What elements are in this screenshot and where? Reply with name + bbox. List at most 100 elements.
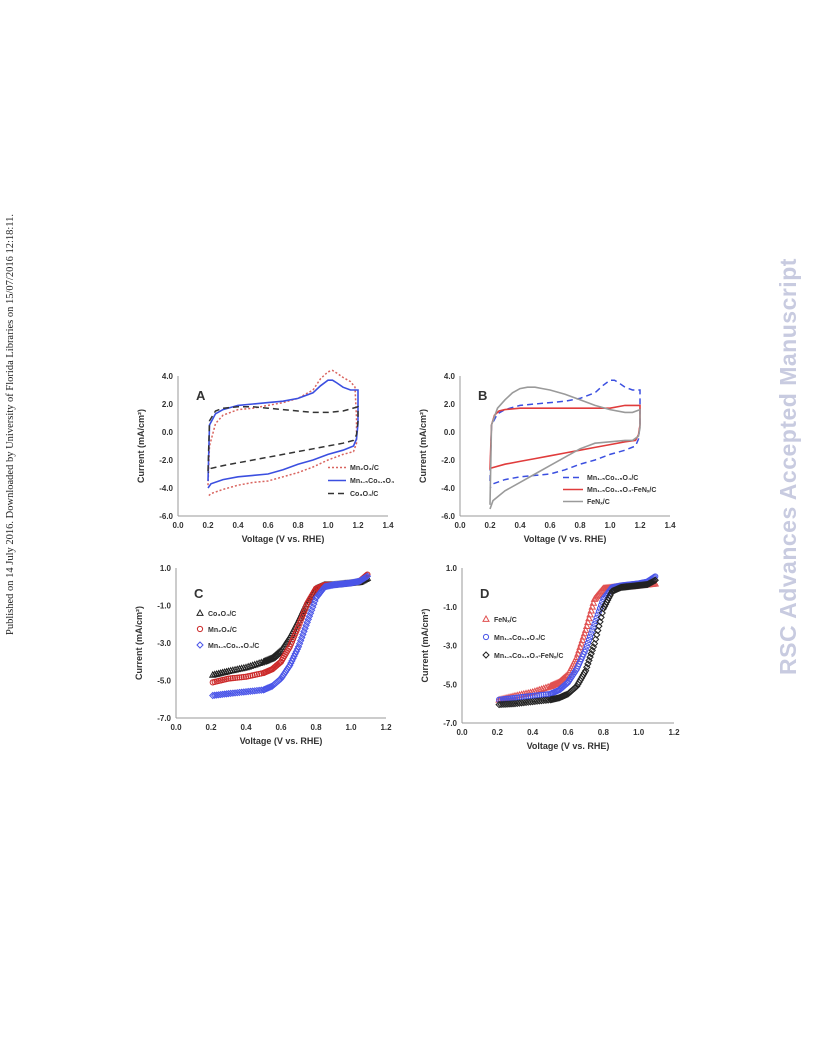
data-point: [301, 606, 309, 613]
data-point: [588, 602, 597, 610]
x-tick-label: 0.6: [562, 728, 574, 737]
series-line: [207, 405, 359, 474]
data-point: [309, 603, 317, 611]
data-point: [298, 633, 306, 642]
x-tick-label: 0.4: [527, 728, 539, 737]
data-point: [299, 611, 306, 618]
data-point: [301, 624, 309, 633]
data-point: [575, 646, 583, 654]
y-tick-label: 0.0: [444, 428, 456, 437]
data-point: [225, 675, 232, 682]
x-tick-label: 0.2: [205, 723, 217, 732]
data-point: [236, 674, 243, 681]
data-point: [587, 606, 596, 614]
x-tick-label: 0.8: [574, 521, 586, 530]
data-point: [253, 659, 261, 667]
legend-label: FeNₓ/C: [494, 617, 517, 624]
publication-note: Published on 14 July 2016. Downloaded by…: [5, 214, 16, 636]
data-point: [596, 618, 604, 626]
data-point: [246, 661, 255, 669]
data-point: [240, 673, 247, 681]
data-point: [229, 675, 236, 682]
data-point: [250, 660, 259, 668]
data-point: [306, 609, 315, 617]
data-point: [580, 668, 589, 677]
data-point: [586, 633, 594, 640]
legend-marker: [482, 614, 490, 622]
y-tick-label: -5.0: [157, 677, 171, 686]
x-tick-label: 1.0: [633, 728, 645, 737]
x-tick-label: 0.8: [598, 728, 610, 737]
data-point: [588, 630, 595, 637]
data-point: [584, 639, 591, 647]
chart-panel-c: 0.0 0.2 0.4 0.6 0.8 1.0 1.2 1.0 -1.0 -3.0 -5.0 -7.0…: [134, 564, 392, 746]
data-point: [576, 642, 584, 650]
data-point: [363, 572, 372, 580]
x-tick-label: 1.2: [380, 723, 392, 732]
series-line: [489, 404, 641, 470]
data-point: [299, 630, 307, 639]
data-point: [286, 661, 294, 670]
data-point: [293, 645, 302, 653]
data-point: [303, 618, 311, 627]
legend-label: FeNₓ/C: [587, 499, 610, 506]
data-point: [298, 614, 305, 621]
data-point: [354, 577, 363, 586]
data-point: [574, 649, 582, 657]
x-tick-label: 0.2: [202, 521, 214, 530]
y-axis-label: Current (mA/cm²): [420, 608, 430, 682]
y-tick-label: -7.0: [157, 714, 171, 723]
y-tick-label: 2.0: [444, 400, 456, 409]
data-point: [590, 639, 599, 648]
y-tick-label: 4.0: [444, 372, 456, 381]
data-point: [579, 632, 588, 640]
legend-marker: [196, 641, 204, 649]
legend-label: Mn₂O₃/C: [350, 465, 379, 472]
legend-label: Mn₁.₅Co₁.₅O₄-FeNₓ/C: [587, 487, 656, 494]
data-point: [242, 663, 250, 671]
x-tick-label: 0.6: [544, 521, 556, 530]
series-line: [489, 386, 641, 510]
x-tick-label: 1.2: [352, 521, 364, 530]
legend-marker: [196, 608, 204, 616]
data-point: [595, 608, 603, 615]
x-tick-label: 1.0: [322, 521, 334, 530]
data-point: [585, 614, 593, 622]
panel-letter: D: [480, 586, 489, 601]
y-axis-label: Current (mA/cm²): [136, 409, 146, 483]
legend-marker: [196, 625, 204, 633]
data-point: [302, 621, 310, 630]
y-tick-label: -3.0: [157, 639, 171, 648]
data-point: [597, 613, 605, 622]
legend-label: Co₃O₄/C: [208, 611, 236, 618]
legend-marker: [482, 633, 490, 641]
x-tick-label: 0.0: [454, 521, 466, 530]
data-point: [580, 629, 589, 637]
data-point: [248, 661, 257, 669]
data-point: [586, 610, 594, 618]
y-tick-label: -2.0: [441, 456, 455, 465]
x-tick-label: 1.2: [668, 728, 680, 737]
x-tick-label: 0.4: [232, 521, 244, 530]
y-tick-label: -3.0: [443, 642, 457, 651]
data-point: [297, 617, 304, 624]
data-point: [537, 685, 546, 692]
data-point: [594, 626, 602, 635]
data-point: [291, 650, 299, 658]
data-point: [589, 598, 598, 606]
series-line: [207, 369, 358, 497]
data-point: [593, 631, 601, 639]
panel-letter: C: [194, 586, 204, 601]
accepted-manuscript-watermark: RSC Advances Accepted Manuscript: [775, 258, 801, 675]
data-point: [572, 653, 581, 661]
data-point: [578, 636, 587, 644]
legend-label: Mn₁.₅Co₁.₅O₄-FeNₓ/C: [494, 653, 563, 660]
data-point: [289, 654, 297, 663]
x-tick-label: 0.0: [172, 521, 184, 530]
y-tick-label: -7.0: [443, 719, 457, 728]
data-point: [598, 609, 606, 617]
y-tick-label: 1.0: [446, 564, 458, 573]
x-tick-label: 0.2: [492, 728, 504, 737]
data-point: [590, 624, 597, 631]
y-tick-label: 2.0: [162, 400, 174, 409]
